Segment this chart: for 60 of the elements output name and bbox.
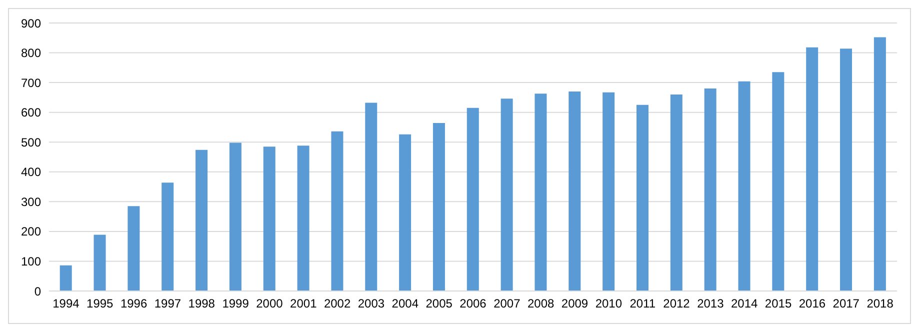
bar <box>500 98 513 291</box>
x-tick-label: 1998 <box>188 296 216 311</box>
x-tick-label: 2015 <box>764 296 792 311</box>
x-tick-label: 2001 <box>290 296 318 311</box>
bar <box>466 108 479 291</box>
x-tick-label: 2008 <box>527 296 555 311</box>
x-tick-label: 1994 <box>52 296 80 311</box>
bar <box>331 131 344 291</box>
bar <box>229 142 242 291</box>
bar <box>297 146 310 291</box>
y-tick-label: 500 <box>20 135 42 150</box>
bar <box>399 134 412 291</box>
y-tick-label: 800 <box>20 46 42 60</box>
x-tick-label: 1996 <box>120 296 148 311</box>
bar <box>840 48 852 291</box>
x-tick-label: 2016 <box>798 296 826 311</box>
x-tick-label: 2010 <box>595 296 622 311</box>
bar <box>60 265 72 291</box>
bar <box>636 104 648 291</box>
bar <box>704 88 716 291</box>
bar <box>162 182 174 291</box>
bar <box>806 47 818 291</box>
y-tick-label: 300 <box>20 194 42 209</box>
x-tick-label: 1997 <box>154 296 182 311</box>
x-tick-label: 2018 <box>866 296 894 311</box>
bar <box>602 92 615 291</box>
x-tick-label: 2014 <box>731 296 758 311</box>
y-tick-label: 200 <box>20 224 42 239</box>
bar <box>263 146 276 291</box>
y-tick-label: 100 <box>20 254 42 268</box>
bar <box>534 94 547 291</box>
bar <box>128 206 140 291</box>
bar <box>432 123 445 291</box>
y-tick-label: 700 <box>20 76 42 90</box>
bar <box>94 234 106 291</box>
x-tick-label: 2000 <box>256 296 284 311</box>
y-tick-label: 0 <box>34 284 42 298</box>
x-tick-label: 2003 <box>358 296 385 311</box>
bar <box>365 102 378 291</box>
x-tick-label: 2009 <box>561 296 588 311</box>
x-tick-label: 1995 <box>86 296 114 311</box>
x-tick-label: 2004 <box>392 296 419 311</box>
bar <box>568 91 581 291</box>
x-tick-label: 2013 <box>697 296 724 311</box>
x-tick-label: 2011 <box>630 296 656 311</box>
x-tick-label: 2002 <box>324 296 351 311</box>
y-tick-label: 600 <box>20 106 42 120</box>
bar <box>772 72 784 291</box>
x-tick-label: 2006 <box>460 296 487 311</box>
x-tick-label: 2012 <box>663 296 690 311</box>
bar <box>670 94 682 291</box>
x-tick-label: 2007 <box>494 296 521 311</box>
y-tick-label: 900 <box>20 16 42 30</box>
bar <box>196 150 208 291</box>
y-tick-label: 400 <box>20 165 42 180</box>
x-tick-label: 2017 <box>832 296 860 311</box>
x-tick-label: 1999 <box>222 296 250 311</box>
bar <box>738 81 750 291</box>
bar <box>874 37 886 291</box>
x-tick-label: 2005 <box>426 296 453 311</box>
